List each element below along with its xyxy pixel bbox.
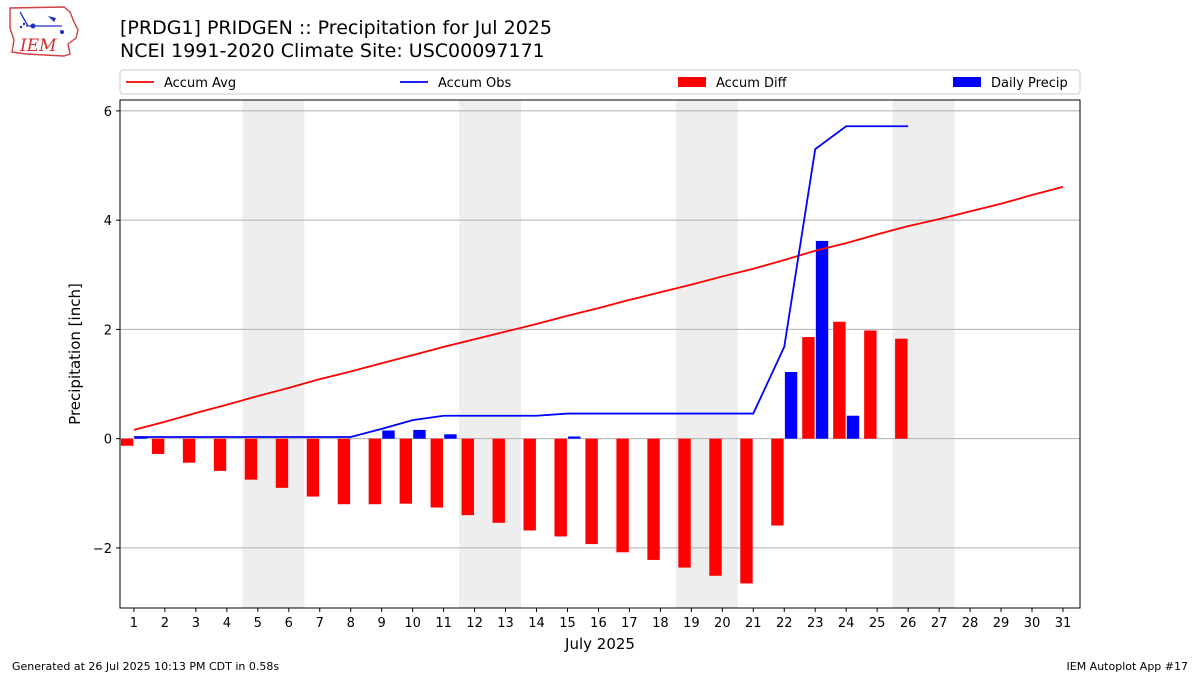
x-tick-label: 13 <box>497 616 514 631</box>
accum-diff-bar-day-26 <box>895 338 908 439</box>
x-tick-label: 28 <box>962 616 979 631</box>
x-tick-label: 31 <box>1055 616 1072 631</box>
accum-diff-bar-day-22 <box>771 438 784 526</box>
daily-precip-bar-day-22 <box>784 372 798 439</box>
x-tick-label: 1 <box>130 616 138 631</box>
accum-diff-bar-day-8 <box>337 438 351 505</box>
accum-diff-bar-day-15 <box>554 438 567 537</box>
daily-precip-bar-day-15 <box>568 436 581 439</box>
iem-logo-graphic: IEM <box>9 6 79 57</box>
y-gridlines <box>120 110 1080 549</box>
daily-precip-bar-day-11 <box>444 434 457 439</box>
x-tick-label: 7 <box>316 616 324 631</box>
weekend-span-1 <box>242 100 305 608</box>
accum-diff-bar-day-25 <box>864 330 877 439</box>
legend-box <box>119 69 1081 95</box>
accum-diff-bar-day-19 <box>678 438 691 568</box>
x-tick-label: 21 <box>745 616 762 631</box>
daily-precip-bar-day-9 <box>382 430 395 439</box>
accum-diff-bar-day-12 <box>461 438 474 516</box>
accum-diff-bar-day-11 <box>430 438 443 508</box>
logo-text: IEM <box>19 36 57 56</box>
y-tick-label: 6 <box>104 105 112 120</box>
x-tick-label: 8 <box>347 616 355 631</box>
accum-diff-bar-day-7 <box>306 438 320 497</box>
app-credit: IEM Autoplot App #17 <box>1066 660 1189 673</box>
accum-diff-bar-day-3 <box>182 438 196 463</box>
legend-swatch-3 <box>678 77 706 87</box>
y-tick-label: 2 <box>104 323 112 338</box>
accum-diff-bar-day-6 <box>275 438 289 488</box>
accum-avg-line <box>133 185 1064 431</box>
x-tick-label: 30 <box>1024 616 1041 631</box>
iem-logo: IEM <box>6 4 82 62</box>
x-tick-label: 12 <box>466 616 483 631</box>
accum-diff-bar-day-14 <box>523 438 536 531</box>
accum-diff-bar-day-13 <box>492 438 505 523</box>
y-axis-label: Precipitation [inch] <box>66 283 84 425</box>
daily-precip-bar-day-24 <box>846 415 860 439</box>
x-tick-label: 5 <box>254 616 262 631</box>
x-tick-label: 18 <box>652 616 669 631</box>
x-tick-label: 25 <box>869 616 886 631</box>
accum-diff-bar-day-5 <box>244 438 258 480</box>
x-tick-label: 2 <box>161 616 169 631</box>
x-tick-label: 20 <box>714 616 731 631</box>
x-tick-label: 10 <box>404 616 421 631</box>
legend-swatch-4 <box>953 77 981 87</box>
x-tick-label: 23 <box>807 616 824 631</box>
accum-diff-bar-day-23 <box>802 337 815 439</box>
accum-diff-bar-day-9 <box>368 438 382 505</box>
x-tick-label: 16 <box>590 616 607 631</box>
x-tick-label: 11 <box>435 616 452 631</box>
x-tick-label: 29 <box>993 616 1010 631</box>
y-tick-label: 4 <box>104 214 112 229</box>
daily-precip-bar-day-10 <box>413 429 426 439</box>
accum-diff-bar-day-10 <box>399 438 413 504</box>
x-tick-label: 15 <box>559 616 576 631</box>
chart-title-line-2: NCEI 1991-2020 Climate Site: USC00097171 <box>120 40 545 62</box>
bar-series <box>120 240 908 584</box>
legend: Accum Avg Accum Obs Accum Diff Daily Precip <box>119 69 1081 95</box>
x-tick-label: 27 <box>931 616 948 631</box>
accum-diff-bar-day-21 <box>740 438 753 584</box>
accum-diff-bar-day-20 <box>709 438 722 576</box>
y-tick-label: −2 <box>93 542 112 557</box>
x-tick-label: 26 <box>900 616 917 631</box>
x-axis-label: July 2025 <box>564 635 635 653</box>
y-axis-ticks: −2 0 2 4 6 <box>93 105 120 557</box>
legend-label-3: Accum Diff <box>716 76 788 91</box>
legend-label-2: Accum Obs <box>438 76 511 91</box>
legend-label-1: Accum Avg <box>164 76 236 91</box>
x-tick-label: 3 <box>192 616 200 631</box>
line-series <box>133 125 1064 438</box>
weekend-span-2 <box>459 100 522 608</box>
y-tick-label: 0 <box>104 433 112 448</box>
legend-label-4: Daily Precip <box>991 76 1068 91</box>
x-tick-label: 14 <box>528 616 545 631</box>
x-axis-ticks: 1 2 3 4 5 6 7 8 9 10 11 12 13 14 15 16 17 18 19 20 21 22 23 24 2… <box>130 608 1071 631</box>
generated-timestamp: Generated at 26 Jul 2025 10:13 PM CDT in… <box>12 660 280 673</box>
accum-diff-bar-day-16 <box>585 438 598 545</box>
x-tick-label: 9 <box>378 616 386 631</box>
accum-diff-bar-day-18 <box>647 438 660 560</box>
x-tick-label: 17 <box>621 616 638 631</box>
accum-diff-bar-day-4 <box>213 438 227 471</box>
chart-title-line-1: [PRDG1] PRIDGEN :: Precipitation for Jul… <box>120 17 552 39</box>
accum-diff-bar-day-2 <box>151 438 165 454</box>
x-tick-label: 4 <box>223 616 231 631</box>
accum-obs-line <box>133 125 909 438</box>
plot-frame <box>119 99 1081 609</box>
x-tick-label: 19 <box>683 616 700 631</box>
daily-precip-bar-day-23 <box>815 240 829 439</box>
x-tick-label: 6 <box>285 616 293 631</box>
weekend-shading <box>242 100 955 608</box>
x-tick-label: 22 <box>776 616 793 631</box>
x-tick-label: 24 <box>838 616 855 631</box>
accum-diff-bar-day-17 <box>616 438 629 553</box>
accum-diff-bar-day-1 <box>120 438 134 446</box>
accum-diff-bar-day-24 <box>833 321 846 439</box>
